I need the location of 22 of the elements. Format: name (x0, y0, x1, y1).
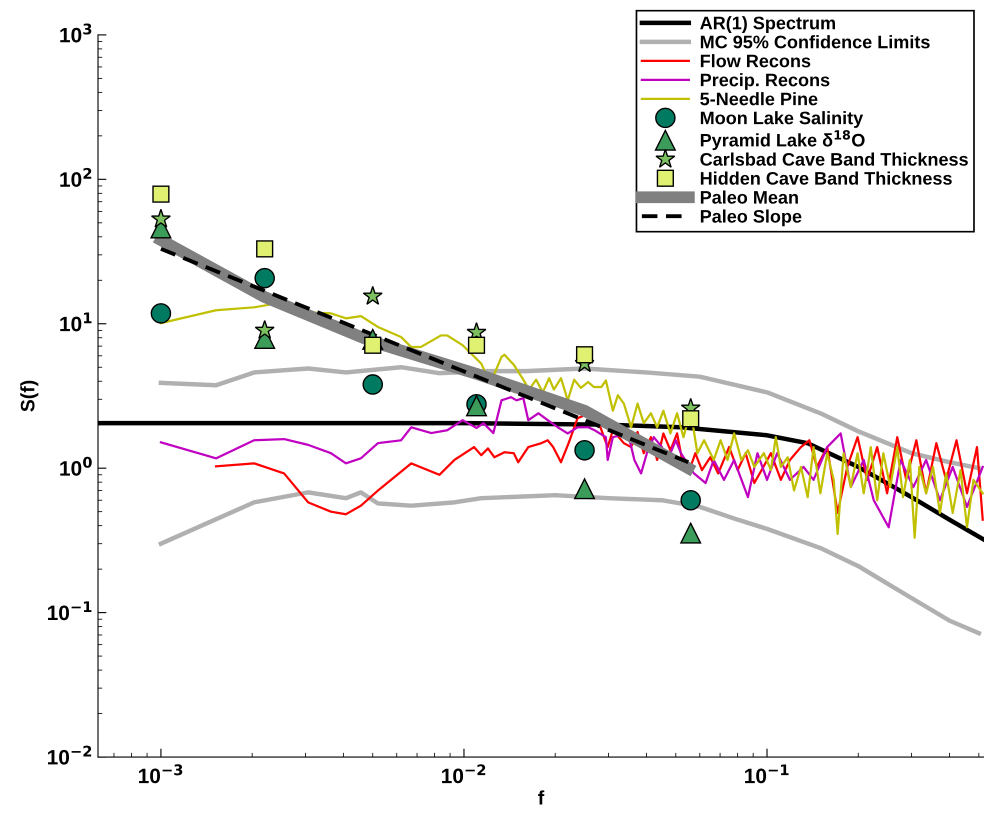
legend-label: Paleo Slope (700, 209, 802, 226)
y-tick-label: 10$^{−2}$ (48, 746, 92, 765)
y-tick-label: 10$^{0}$ (60, 456, 92, 476)
legend-label: Moon Lake Salinity (700, 111, 864, 128)
y-tick-label: 10$^{−1}$ (48, 601, 92, 620)
legend-label: Precip. Recons (700, 73, 830, 90)
y-axis-title: S(f) (20, 380, 38, 412)
legend-label: AR(1) Spectrum (700, 16, 835, 33)
x-tick-label: 10$^{−2}$ (442, 764, 486, 784)
x-tick-label: 10$^{−1}$ (745, 764, 789, 784)
y-tick-label: 10$^{2}$ (60, 168, 92, 187)
x-axis-title: f (538, 790, 544, 804)
legend-label: Carlsbad Cave Band Thickness (700, 152, 968, 166)
legend-label: MC 95% Confidence Limits (700, 35, 930, 48)
legend-label: Pyramid Lake δ$^{18}$O (700, 130, 865, 150)
legend-label: Hidden Cave Band Thickness (700, 171, 952, 185)
x-tick-label: 10$^{−3}$ (139, 764, 182, 784)
legend-label: 5-Needle Pine (700, 92, 818, 106)
y-tick-label: 10$^{3}$ (60, 23, 92, 42)
legend-label: Paleo Mean (700, 190, 798, 204)
legend-label: Flow Recons (700, 54, 810, 68)
y-tick-label: 10$^{1}$ (60, 312, 92, 332)
